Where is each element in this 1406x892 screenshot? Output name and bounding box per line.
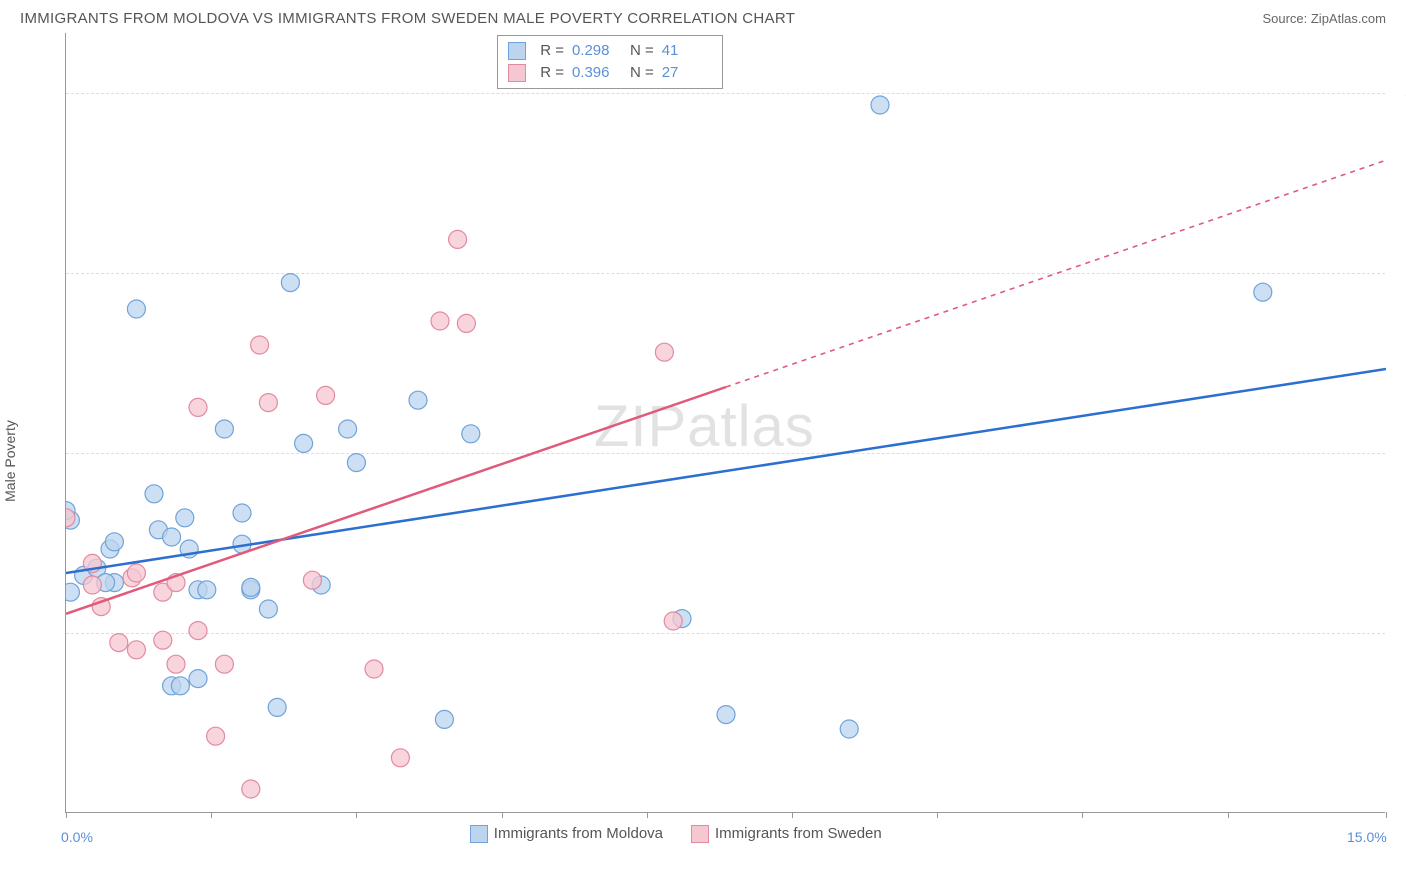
scatter-point: [1254, 283, 1272, 301]
scatter-point: [105, 533, 123, 551]
scatter-point: [145, 485, 163, 503]
stats-legend: R = 0.298 N = 41R = 0.396 N = 27: [497, 35, 723, 89]
source-prefix: Source:: [1262, 11, 1310, 26]
scatter-point: [171, 677, 189, 695]
stats-legend-row: R = 0.298 N = 41: [508, 40, 712, 62]
scatter-point: [409, 391, 427, 409]
x-tick-label-left: 0.0%: [61, 829, 93, 845]
svg-layer: [66, 33, 1386, 813]
scatter-point: [127, 641, 145, 659]
scatter-point: [207, 727, 225, 745]
source-link[interactable]: ZipAtlas.com: [1311, 11, 1386, 26]
correlation-scatter-chart: Male Poverty 7.5%15.0%22.5%30.0%ZIPatlas…: [20, 33, 1406, 873]
n-value: 41: [662, 40, 712, 62]
r-value: 0.396: [572, 62, 622, 84]
trend-line-solid: [66, 387, 726, 614]
chart-header: IMMIGRANTS FROM MOLDOVA VS IMMIGRANTS FR…: [0, 0, 1406, 33]
scatter-point: [251, 336, 269, 354]
scatter-point: [167, 655, 185, 673]
legend-swatch: [508, 64, 526, 82]
scatter-point: [127, 564, 145, 582]
scatter-point: [83, 576, 101, 594]
scatter-point: [281, 274, 299, 292]
scatter-point: [339, 420, 357, 438]
scatter-point: [154, 631, 172, 649]
scatter-point: [242, 578, 260, 596]
legend-label: Immigrants from Sweden: [715, 825, 882, 842]
scatter-point: [268, 698, 286, 716]
scatter-point: [259, 394, 277, 412]
n-label: N =: [630, 40, 654, 62]
legend-swatch: [691, 825, 709, 843]
legend-item: Immigrants from Sweden: [691, 825, 882, 843]
legend-label: Immigrants from Moldova: [494, 825, 663, 842]
trend-line-dashed: [726, 160, 1386, 387]
scatter-point: [110, 634, 128, 652]
scatter-point: [457, 314, 475, 332]
series-legend: Immigrants from Moldova Immigrants from S…: [470, 825, 882, 843]
scatter-point: [176, 509, 194, 527]
y-axis-label: Male Poverty: [2, 420, 18, 502]
legend-swatch: [508, 42, 526, 60]
r-label: R =: [540, 40, 564, 62]
scatter-point: [189, 670, 207, 688]
legend-swatch: [470, 825, 488, 843]
scatter-point: [435, 710, 453, 728]
scatter-point: [66, 583, 79, 601]
scatter-point: [717, 706, 735, 724]
n-value: 27: [662, 62, 712, 84]
scatter-point: [215, 655, 233, 673]
scatter-point: [365, 660, 383, 678]
scatter-point: [840, 720, 858, 738]
stats-legend-row: R = 0.396 N = 27: [508, 62, 712, 84]
scatter-point: [317, 386, 335, 404]
scatter-point: [189, 622, 207, 640]
scatter-point: [391, 749, 409, 767]
scatter-point: [189, 398, 207, 416]
legend-item: Immigrants from Moldova: [470, 825, 663, 843]
source-attribution: Source: ZipAtlas.com: [1262, 11, 1386, 26]
scatter-point: [871, 96, 889, 114]
scatter-point: [295, 434, 313, 452]
scatter-point: [462, 425, 480, 443]
scatter-point: [664, 612, 682, 630]
scatter-point: [449, 230, 467, 248]
scatter-point: [431, 312, 449, 330]
chart-title: IMMIGRANTS FROM MOLDOVA VS IMMIGRANTS FR…: [20, 10, 795, 27]
scatter-point: [655, 343, 673, 361]
scatter-point: [259, 600, 277, 618]
scatter-point: [242, 780, 260, 798]
x-tick-label-right: 15.0%: [1347, 829, 1387, 845]
scatter-point: [347, 454, 365, 472]
plot-area: 7.5%15.0%22.5%30.0%ZIPatlasR = 0.298 N =…: [65, 33, 1385, 813]
n-label: N =: [630, 62, 654, 84]
scatter-point: [163, 528, 181, 546]
r-label: R =: [540, 62, 564, 84]
scatter-point: [215, 420, 233, 438]
scatter-point: [233, 504, 251, 522]
x-tick-mark: [1386, 812, 1387, 818]
scatter-point: [198, 581, 216, 599]
r-value: 0.298: [572, 40, 622, 62]
scatter-point: [127, 300, 145, 318]
scatter-point: [303, 571, 321, 589]
